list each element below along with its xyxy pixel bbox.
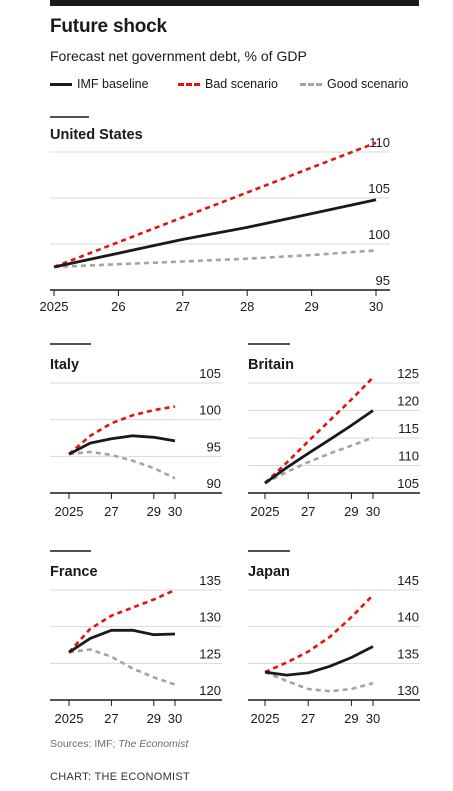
chart-title: Future shock	[50, 16, 167, 37]
legend-label-good: Good scenario	[327, 77, 409, 91]
series-line-france-baseline	[68, 628, 176, 654]
y-tick-label-britain-115: 115	[398, 421, 419, 436]
series-line-japan-bad	[264, 594, 374, 674]
legend-label-baseline: IMF baseline	[77, 77, 149, 91]
x-tick-label-united-states-2026: 26	[111, 299, 125, 314]
legend-item-bad: Bad scenario	[178, 77, 278, 91]
x-tick-label-united-states-2028: 28	[240, 299, 254, 314]
x-tick-label-britain-2029: 29	[344, 504, 358, 519]
series-line-united-states-good	[53, 249, 377, 269]
y-tick-label-united-states-100: 100	[368, 227, 390, 242]
y-tick-label-britain-110: 110	[398, 449, 419, 464]
x-tick-label-united-states-2029: 29	[304, 299, 318, 314]
panel-title-japan: Japan	[248, 564, 290, 580]
y-tick-label-united-states-105: 105	[368, 181, 390, 196]
x-tick-label-united-states-2027: 27	[176, 299, 190, 314]
y-tick-label-united-states-95: 95	[376, 273, 390, 288]
series-line-britain-bad	[264, 376, 374, 485]
x-tick-label-britain-2030: 30	[366, 504, 380, 519]
x-tick-label-italy-2027: 27	[104, 504, 118, 519]
y-tick-label-france-125: 125	[199, 646, 221, 661]
x-tick-label-france-2025: 2025	[55, 711, 84, 726]
series-line-united-states-baseline	[53, 198, 377, 269]
x-tick-label-france-2030: 30	[168, 711, 182, 726]
y-tick-label-britain-105: 105	[397, 476, 419, 491]
chart-subtitle: Forecast net government debt, % of GDP	[50, 48, 307, 64]
legend-item-good: Good scenario	[300, 77, 408, 91]
series-line-britain-good	[264, 436, 374, 485]
y-tick-label-japan-130: 130	[397, 683, 419, 698]
series-line-united-states-bad	[53, 141, 377, 269]
x-tick-label-france-2027: 27	[104, 711, 118, 726]
legend-label-bad: Bad scenario	[205, 77, 278, 91]
y-tick-label-italy-95: 95	[207, 439, 221, 454]
legend-swatch-bad	[178, 82, 200, 86]
y-tick-label-japan-140: 140	[397, 610, 419, 625]
series-line-france-bad	[68, 588, 176, 654]
series-line-italy-baseline	[68, 434, 176, 456]
panel-title-united-states: United States	[50, 127, 143, 143]
y-tick-label-japan-145: 145	[397, 573, 419, 588]
series-line-japan-good	[264, 670, 374, 693]
x-tick-label-japan-2027: 27	[301, 711, 315, 726]
y-tick-label-japan-135: 135	[397, 646, 419, 661]
x-tick-label-france-2029: 29	[147, 711, 161, 726]
legend: IMF baseline Bad scenario Good scenario	[50, 77, 430, 95]
legend-swatch-baseline	[50, 82, 72, 86]
x-tick-label-britain-2027: 27	[301, 504, 315, 519]
x-tick-label-united-states-2030: 30	[369, 299, 383, 314]
series-line-france-good	[68, 648, 176, 686]
x-tick-label-japan-2030: 30	[366, 711, 380, 726]
x-tick-label-italy-2029: 29	[147, 504, 161, 519]
x-tick-label-italy-2030: 30	[168, 504, 182, 519]
legend-swatch-good	[300, 82, 322, 86]
source-note: Sources: IMF; The Economist	[50, 738, 188, 750]
y-tick-label-italy-100: 100	[199, 403, 221, 418]
y-tick-label-britain-120: 120	[397, 394, 419, 409]
series-line-italy-good	[68, 450, 176, 480]
y-tick-label-france-135: 135	[199, 573, 221, 588]
panel-title-britain: Britain	[248, 357, 294, 373]
chart-credit: CHART: THE ECONOMIST	[50, 771, 191, 783]
panel-title-italy: Italy	[50, 357, 79, 373]
x-tick-label-britain-2025: 2025	[251, 504, 280, 519]
series-line-britain-baseline	[264, 409, 374, 485]
x-tick-label-japan-2029: 29	[344, 711, 358, 726]
series-line-italy-bad	[68, 405, 176, 456]
series-line-japan-baseline	[264, 645, 374, 677]
x-tick-label-united-states-2025: 2025	[40, 299, 69, 314]
source-italic: The Economist	[118, 738, 189, 750]
source-prefix: Sources: IMF;	[50, 738, 119, 750]
y-tick-label-britain-125: 125	[397, 366, 419, 381]
y-tick-label-italy-105: 105	[199, 366, 221, 381]
x-tick-label-japan-2025: 2025	[251, 711, 280, 726]
header-rule	[50, 0, 419, 6]
panel-title-france: France	[50, 564, 98, 580]
y-tick-label-italy-90: 90	[207, 476, 221, 491]
legend-item-baseline: IMF baseline	[50, 77, 149, 91]
y-tick-label-france-120: 120	[199, 683, 221, 698]
y-tick-label-france-130: 130	[199, 610, 221, 625]
y-tick-label-united-states-110: 110	[369, 135, 390, 150]
x-tick-label-italy-2025: 2025	[55, 504, 84, 519]
